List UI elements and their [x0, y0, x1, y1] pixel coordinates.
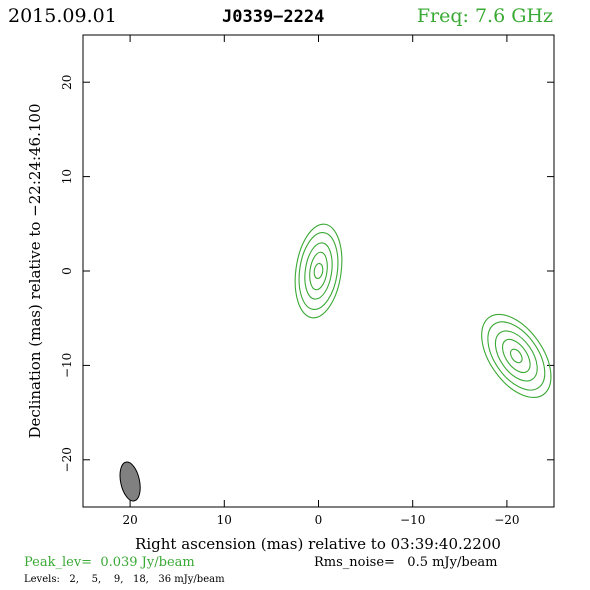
contour-c0-level-1 — [298, 232, 339, 310]
x-tick-label-2: 0 — [315, 513, 323, 527]
x-tick-label-3: −10 — [400, 513, 425, 527]
contour-levels: Levels: 2, 5, 9, 18, 36 mJy/beam — [24, 574, 225, 585]
plot-frame — [82, 34, 555, 508]
contour-c1-level-4 — [509, 348, 523, 364]
rms-noise: Rms_noise= 0.5 mJy/beam — [314, 555, 497, 570]
observation-date: 2015.09.01 — [8, 5, 117, 27]
x-tick-label-1: 10 — [217, 513, 232, 527]
y-axis-label: Declination (mas) relative to −22:24:46.… — [26, 103, 44, 438]
y-tick-label-4: −20 — [60, 447, 74, 472]
contour-c0-level-2 — [304, 242, 333, 300]
y-tick-label-2: 0 — [60, 267, 74, 275]
axis-ticks — [83, 35, 554, 507]
contour-map — [294, 223, 552, 399]
y-tick-label-0: 20 — [60, 75, 74, 90]
x-tick-label-4: −20 — [494, 513, 519, 527]
x-tick-label-0: 20 — [122, 513, 137, 527]
contour-c1-level-1 — [487, 321, 546, 391]
contour-c1-level-3 — [502, 338, 531, 374]
frequency-label: Freq: 7.6 GHz — [417, 5, 553, 27]
beam-shape — [119, 461, 141, 502]
contour-c0-level-0 — [294, 223, 343, 319]
beam-ellipse — [119, 461, 141, 502]
source-name: J0339−2224 — [222, 7, 324, 27]
y-tick-labels: 20 10 0 −10 −20 — [60, 75, 74, 473]
x-tick-labels: 20 10 0 −10 −20 — [122, 513, 519, 527]
y-tick-label-3: −10 — [60, 353, 74, 378]
contour-c1-level-2 — [494, 330, 538, 382]
contour-c0-level-3 — [309, 251, 328, 291]
x-axis-label: Right ascension (mas) relative to 03:39:… — [135, 535, 501, 553]
y-tick-label-1: 10 — [60, 169, 74, 184]
contour-c0-level-4 — [313, 262, 324, 280]
peak-level: Peak_lev= 0.039 Jy/beam — [24, 555, 195, 570]
contour-c1-level-0 — [481, 313, 552, 399]
